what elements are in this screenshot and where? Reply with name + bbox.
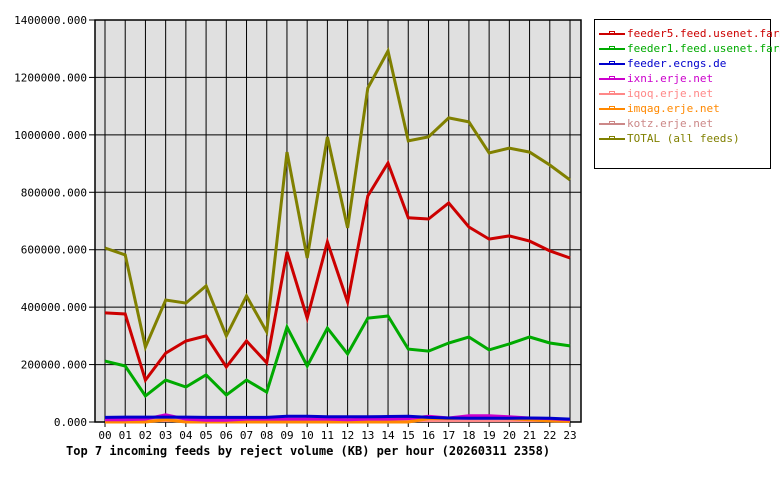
y-tick-label: 400000.000 (21, 301, 87, 314)
y-tick-label: 1200000.000 (14, 71, 87, 84)
x-tick-label: 18 (462, 429, 475, 442)
x-tick-label: 10 (301, 429, 314, 442)
legend-line-icon (599, 44, 625, 54)
y-axis-ticks: 0.000 200000.000 400000.000 600000.000 80000… (14, 14, 95, 429)
legend-label: imqag.erje.net (627, 102, 720, 115)
legend-label: feeder1.feed.usenet.farm (627, 42, 780, 55)
x-tick-label: 16 (422, 429, 435, 442)
x-tick-label: 03 (159, 429, 172, 442)
y-tick-label: 0.000 (54, 416, 87, 429)
grid-lines (95, 19, 581, 423)
x-tick-label: 13 (361, 429, 374, 442)
x-tick-label: 11 (321, 429, 334, 442)
series-line-feeder5-feed-usenet-farm (104, 159, 571, 384)
legend-line-icon (599, 59, 625, 69)
legend-item: imqag.erje.net (599, 101, 720, 116)
legend-label: ixni.erje.net (627, 72, 714, 85)
y-tick-label: 200000.000 (21, 359, 87, 372)
x-tick-label: 08 (260, 429, 273, 442)
x-tick-label: 12 (341, 429, 354, 442)
legend-item: feeder.ecngs.de (599, 56, 726, 71)
x-tick-label: 02 (139, 429, 152, 442)
legend-line-icon (599, 74, 625, 84)
series-line-feeder-ecngs-de (104, 414, 571, 421)
x-tick-label: 04 (179, 429, 193, 442)
x-tick-label: 05 (199, 429, 212, 442)
x-tick-label: 20 (503, 429, 516, 442)
legend-item: kotz.erje.net (599, 116, 713, 131)
y-tick-label: 1000000.000 (14, 129, 87, 142)
chart-caption: Top 7 incoming feeds by reject volume (K… (66, 444, 551, 458)
x-tick-label: 19 (483, 429, 496, 442)
series-lines (104, 46, 571, 424)
x-tick-label: 17 (442, 429, 455, 442)
legend-label: iqoq.erje.net (627, 87, 714, 100)
x-tick-label: 06 (220, 429, 233, 442)
legend-line-icon (599, 134, 625, 144)
x-tick-label: 07 (240, 429, 253, 442)
legend: feeder5.feed.usenet.farm feeder1.feed.use… (594, 19, 780, 169)
legend-item: iqoq.erje.net (599, 86, 713, 101)
x-axis-ticks: 00 01 02 03 04 05 06 07 08 09 10 11 12 13 14 15 16 17 18 19… (98, 422, 577, 442)
legend-label: feeder5.feed.usenet.farm (627, 27, 780, 40)
series-line-feeder1-feed-usenet-farm (104, 314, 571, 399)
series-line-total-all-feeds- (104, 46, 571, 352)
x-tick-label: 23 (563, 429, 576, 442)
legend-line-icon (599, 104, 625, 114)
legend-line-icon (599, 29, 625, 39)
x-tick-label: 21 (523, 429, 536, 442)
y-tick-label: 1400000.000 (14, 14, 87, 27)
x-tick-label: 15 (402, 429, 415, 442)
y-tick-label: 600000.000 (21, 244, 87, 257)
x-tick-label: 22 (543, 429, 556, 442)
legend-item: feeder1.feed.usenet.farm (599, 41, 780, 56)
legend-label: TOTAL (all feeds) (627, 132, 740, 145)
legend-item: ixni.erje.net (599, 71, 713, 86)
x-tick-label: 00 (98, 429, 111, 442)
legend-line-icon (599, 89, 625, 99)
legend-label: kotz.erje.net (627, 117, 714, 130)
x-tick-label: 09 (280, 429, 293, 442)
legend-label: feeder.ecngs.de (627, 57, 727, 70)
x-tick-label: 01 (119, 429, 132, 442)
legend-item: TOTAL (all feeds) (599, 131, 740, 146)
y-tick-label: 800000.000 (21, 186, 87, 199)
legend-line-icon (599, 119, 625, 129)
plot-area (95, 20, 581, 422)
x-tick-label: 14 (381, 429, 395, 442)
legend-item: feeder5.feed.usenet.farm (599, 26, 780, 41)
